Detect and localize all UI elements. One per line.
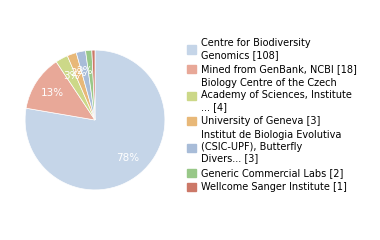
Text: 13%: 13% [41, 88, 64, 98]
Wedge shape [76, 51, 95, 120]
Text: 78%: 78% [116, 154, 139, 163]
Text: 2%: 2% [70, 67, 87, 78]
Text: 2%: 2% [77, 66, 93, 76]
Wedge shape [56, 56, 95, 120]
Text: 3%: 3% [63, 71, 79, 81]
Wedge shape [25, 50, 165, 190]
Wedge shape [86, 50, 95, 120]
Legend: Centre for Biodiversity
Genomics [108], Mined from GenBank, NCBI [18], Biology C: Centre for Biodiversity Genomics [108], … [187, 38, 357, 192]
Wedge shape [92, 50, 95, 120]
Wedge shape [26, 62, 95, 120]
Wedge shape [67, 53, 95, 120]
